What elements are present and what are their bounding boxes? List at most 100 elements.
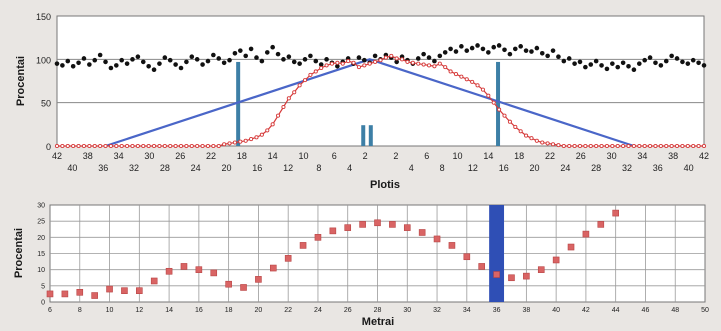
square-point [61,290,69,298]
black-point [238,48,243,53]
chart-bottom: 0 5 10 15 20 25 30 6 8 10 12 14 16 18 20 22 24 26 28 30 32 3… [13,203,709,329]
black-point [162,55,168,60]
red-point [270,122,275,127]
red-point [400,57,405,62]
red-point [351,60,356,65]
x-tick-label-bottom: 12 [283,163,293,173]
square-point [433,235,441,243]
black-point [124,61,130,66]
red-point [302,78,308,83]
square-point [508,274,515,282]
red-point [367,61,372,66]
black-point [146,63,151,69]
y-tick-label: 15 [37,251,45,258]
black-point [308,53,313,59]
x-tick-label: 38 [522,307,530,314]
red-point [491,100,496,105]
black-point [637,61,642,66]
square-point [567,243,575,251]
red-point [98,143,103,149]
x-tick-label: 12 [135,307,143,314]
black-point [680,59,685,65]
x-tick-label-bottom: 28 [591,163,601,173]
red-point [71,143,76,149]
red-point [426,63,432,68]
red-point [200,143,205,149]
square-point [359,221,366,228]
chart-top-red-series [54,53,707,149]
black-point [60,63,65,68]
y-tick-label: 10 [37,267,45,274]
x-tick-label-bottom: 24 [560,163,570,173]
red-point [146,143,151,149]
square-point [582,230,590,238]
square-point [195,266,203,273]
red-point [475,83,480,88]
vertical-bar [361,125,366,146]
red-point [674,143,680,149]
black-point [81,56,87,61]
x-tick-label-bottom: 32 [129,163,139,173]
x-tick-label: 44 [612,307,620,314]
chart-top-xlabel: Plotis [370,179,400,191]
square-point [255,276,262,283]
black-point [108,65,114,71]
red-point [696,143,701,149]
x-tick-label-top: 34 [114,151,124,161]
x-tick-label: 46 [642,307,650,314]
red-point [459,74,464,79]
red-point [615,143,620,149]
red-point [621,143,626,149]
x-tick-label: 34 [463,307,471,314]
red-point [631,143,636,149]
black-point [604,66,610,72]
x-tick-label-top: 18 [237,151,247,161]
y-tick-label: 0 [41,300,45,307]
black-point [173,62,178,67]
x-tick-label: 28 [374,307,382,314]
red-point [545,141,550,146]
red-point [599,143,604,149]
red-point [437,61,442,66]
red-point [432,64,437,69]
black-point [92,57,98,63]
black-point [593,58,599,64]
red-point [292,90,297,95]
black-point [65,58,71,64]
square-point [552,256,560,264]
black-point [205,58,211,64]
red-point [249,137,254,142]
square-point [314,234,322,241]
x-tick-label-top: 22 [545,151,555,161]
square-point [165,267,173,275]
x-tick-label: 48 [671,307,679,314]
black-point [620,60,626,66]
square-point [403,224,411,231]
x-tick-label-bottom: 16 [252,163,262,173]
red-point [513,124,518,129]
x-tick-label-bottom: 20 [530,163,540,173]
red-point [324,63,329,68]
black-point [469,45,475,51]
black-point [254,55,259,60]
black-point [588,62,594,67]
black-point [507,51,513,57]
x-tick-label-top: 22 [206,151,216,161]
red-point [130,143,135,149]
red-point [588,143,593,149]
red-point [540,140,545,145]
black-point [658,63,664,68]
red-point [637,143,642,149]
x-tick-label-bottom: 36 [653,163,663,173]
red-point [92,143,97,149]
y-tick-label: 100 [36,55,51,65]
x-tick-label-top: 2 [363,151,368,161]
black-point [335,63,340,69]
x-tick-label-top: 14 [483,151,493,161]
square-point [418,229,426,236]
red-point [232,140,237,145]
red-point [470,79,475,84]
square-point [91,292,98,299]
black-point [264,50,270,55]
black-point [291,59,297,65]
